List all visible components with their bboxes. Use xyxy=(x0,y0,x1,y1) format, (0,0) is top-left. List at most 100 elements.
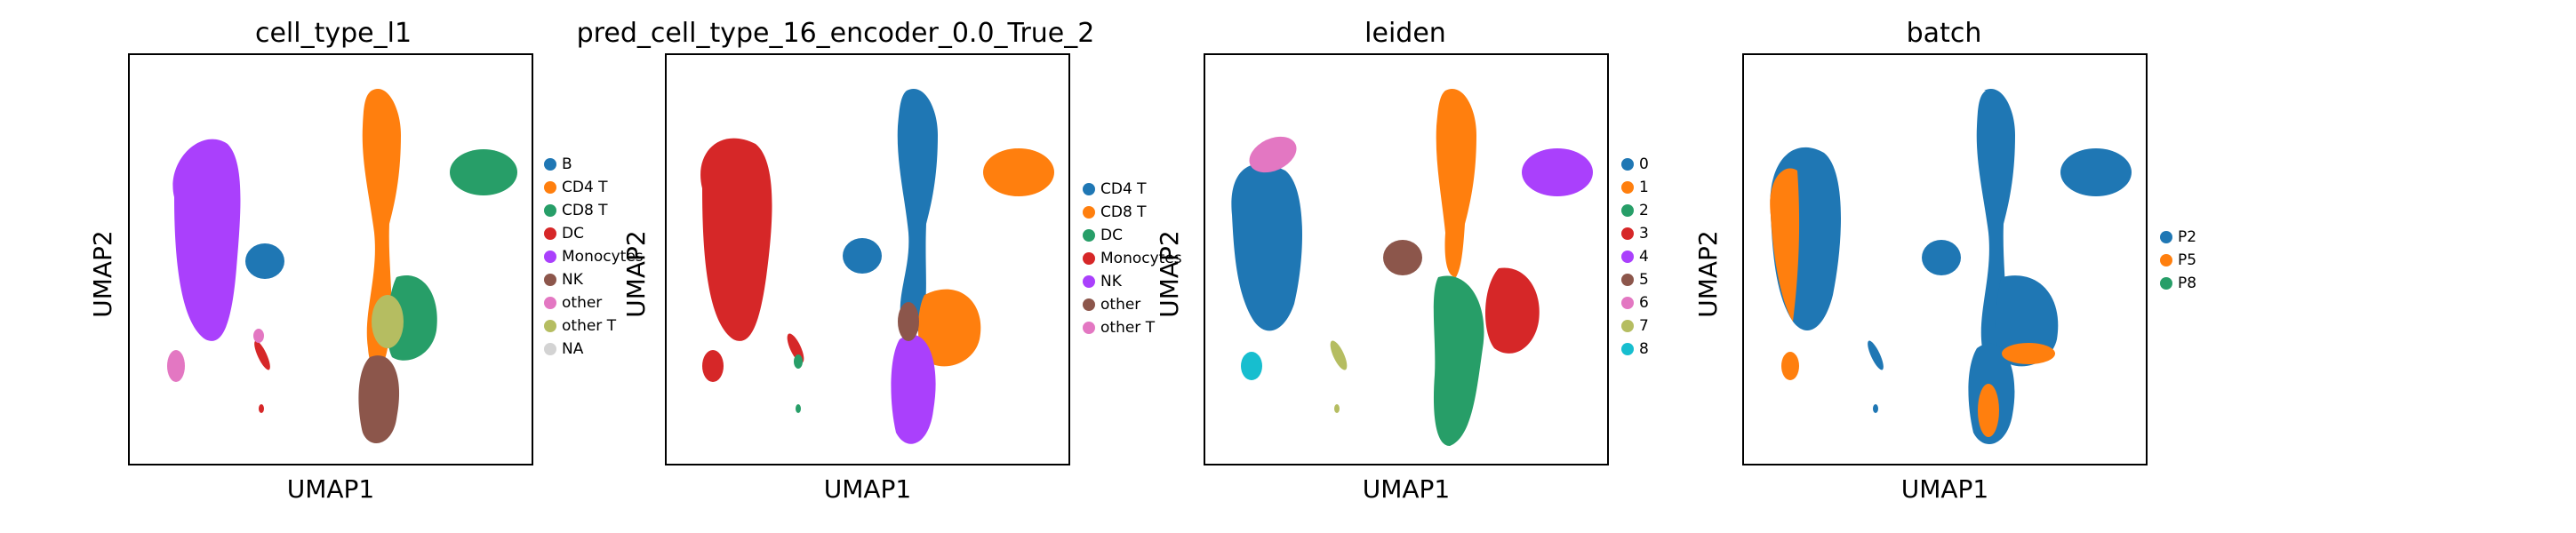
y-axis-label: UMAP2 xyxy=(1154,230,1184,318)
legend-label: NA xyxy=(562,340,584,358)
legend-item: NA xyxy=(544,338,644,361)
cluster-points xyxy=(1868,340,1884,370)
legend-item: 8 xyxy=(1621,338,1649,361)
cluster-points xyxy=(843,238,882,274)
cluster-points xyxy=(794,354,803,369)
panel-pred-cell-type: pred_cell_type_16_encoder_0.0_True_2 UMA… xyxy=(533,0,1182,533)
legend-item: other T xyxy=(544,314,644,338)
legend-label: B xyxy=(562,155,572,173)
legend-item: NK xyxy=(1083,270,1182,293)
legend-label: P5 xyxy=(2178,251,2197,269)
legend-label: 3 xyxy=(1639,225,1649,243)
legend-marker xyxy=(1621,297,1634,309)
scatter-plot-canvas xyxy=(1770,89,2132,445)
cluster-points xyxy=(1484,267,1540,354)
legend-marker xyxy=(2160,277,2172,290)
x-axis-label: UMAP1 xyxy=(1362,474,1451,504)
legend-marker xyxy=(2160,254,2172,266)
cluster-points xyxy=(898,302,919,341)
legend-label: 5 xyxy=(1639,271,1649,289)
legend-item: P2 xyxy=(2160,226,2196,249)
legend-marker xyxy=(544,204,556,217)
cluster-points xyxy=(891,334,936,444)
legend-item: NK xyxy=(544,268,644,291)
legend-marker xyxy=(1083,298,1095,311)
cluster-points xyxy=(1873,404,1878,413)
cluster-points xyxy=(702,350,724,382)
legend-item: 5 xyxy=(1621,268,1649,291)
legend-marker xyxy=(544,181,556,194)
cluster-points xyxy=(796,404,801,413)
legend-marker xyxy=(1621,227,1634,240)
legend-item: CD8 T xyxy=(1083,201,1182,224)
legend-label: CD4 T xyxy=(1100,180,1147,198)
legend-marker xyxy=(1621,158,1634,171)
legend-label: 4 xyxy=(1639,248,1649,266)
legend-item: DC xyxy=(1083,224,1182,247)
scatter-plot xyxy=(1204,53,1609,465)
legend-marker xyxy=(544,343,556,355)
legend-label: Monocytes xyxy=(562,248,644,266)
cluster-points xyxy=(1770,168,1800,322)
legend-marker xyxy=(544,274,556,286)
scatter-plot xyxy=(1742,53,2148,465)
legend-item: Monocytes xyxy=(544,245,644,268)
scatter-plot xyxy=(665,53,1070,465)
scatter-plot-canvas xyxy=(1231,89,1593,446)
legend-label: 6 xyxy=(1639,294,1649,312)
legend-label: NK xyxy=(562,271,583,289)
cluster-points xyxy=(245,243,284,279)
legend-marker xyxy=(1083,252,1095,265)
legend: B CD4 T CD8 T DC Monocytes NK other other T NA xyxy=(544,153,644,361)
legend-marker xyxy=(1083,229,1095,242)
legend-item: 0 xyxy=(1621,153,1649,176)
legend-marker xyxy=(1621,251,1634,263)
legend-label: 0 xyxy=(1639,155,1649,173)
cluster-points xyxy=(1995,275,2059,367)
x-axis-label: UMAP1 xyxy=(1900,474,1989,504)
x-axis-label: UMAP1 xyxy=(823,474,912,504)
cluster-points xyxy=(1922,240,1961,275)
cluster-points xyxy=(1978,384,1999,437)
cluster-points xyxy=(372,295,404,348)
cluster-points xyxy=(358,355,400,443)
cluster-points xyxy=(259,404,264,413)
y-axis-label: UMAP2 xyxy=(1692,230,1723,318)
cluster-points xyxy=(253,329,264,343)
panel-leiden: leiden UMAP2 UMAP1 0 1 2 3 4 5 6 7 8 xyxy=(1072,0,1712,533)
cluster-points xyxy=(1436,89,1476,277)
panel-title: batch xyxy=(1906,18,1982,49)
legend-label: Monocytes xyxy=(1100,250,1182,267)
legend-item: other T xyxy=(1083,316,1182,339)
legend-label: 2 xyxy=(1639,202,1649,219)
panel-cell-type-l1: cell_type_l1 UMAP2 UMAP1 B CD4 T CD8 T DC Mo… xyxy=(0,0,644,533)
legend-label: other T xyxy=(562,317,617,335)
legend-item: 1 xyxy=(1621,176,1649,199)
legend-item: 7 xyxy=(1621,314,1649,338)
legend-label: other xyxy=(1100,296,1141,314)
cluster-points xyxy=(387,275,437,361)
legend-item: 4 xyxy=(1621,245,1649,268)
cluster-points xyxy=(172,139,241,341)
legend-marker xyxy=(544,320,556,332)
legend-marker xyxy=(1083,183,1095,195)
legend: P2 P5 P8 xyxy=(2160,226,2196,295)
legend-item: P8 xyxy=(2160,272,2196,295)
scatter-plot xyxy=(128,53,533,465)
panel-batch: batch UMAP2 UMAP1 P2 P5 P8 xyxy=(1611,0,2251,533)
legend-marker xyxy=(544,158,556,171)
legend: CD4 T CD8 T DC Monocytes NK other other T xyxy=(1083,178,1182,339)
legend-label: CD4 T xyxy=(562,179,608,196)
cluster-points xyxy=(1231,163,1303,331)
cluster-points xyxy=(2002,343,2055,364)
legend-item: 6 xyxy=(1621,291,1649,314)
x-axis-label: UMAP1 xyxy=(286,474,375,504)
cluster-points xyxy=(700,138,772,341)
cluster-points xyxy=(897,89,938,335)
panel-title: cell_type_l1 xyxy=(254,18,412,49)
legend-marker xyxy=(544,297,556,309)
legend-marker xyxy=(544,227,556,240)
legend-label: 8 xyxy=(1639,340,1649,358)
cluster-points xyxy=(1241,352,1262,380)
